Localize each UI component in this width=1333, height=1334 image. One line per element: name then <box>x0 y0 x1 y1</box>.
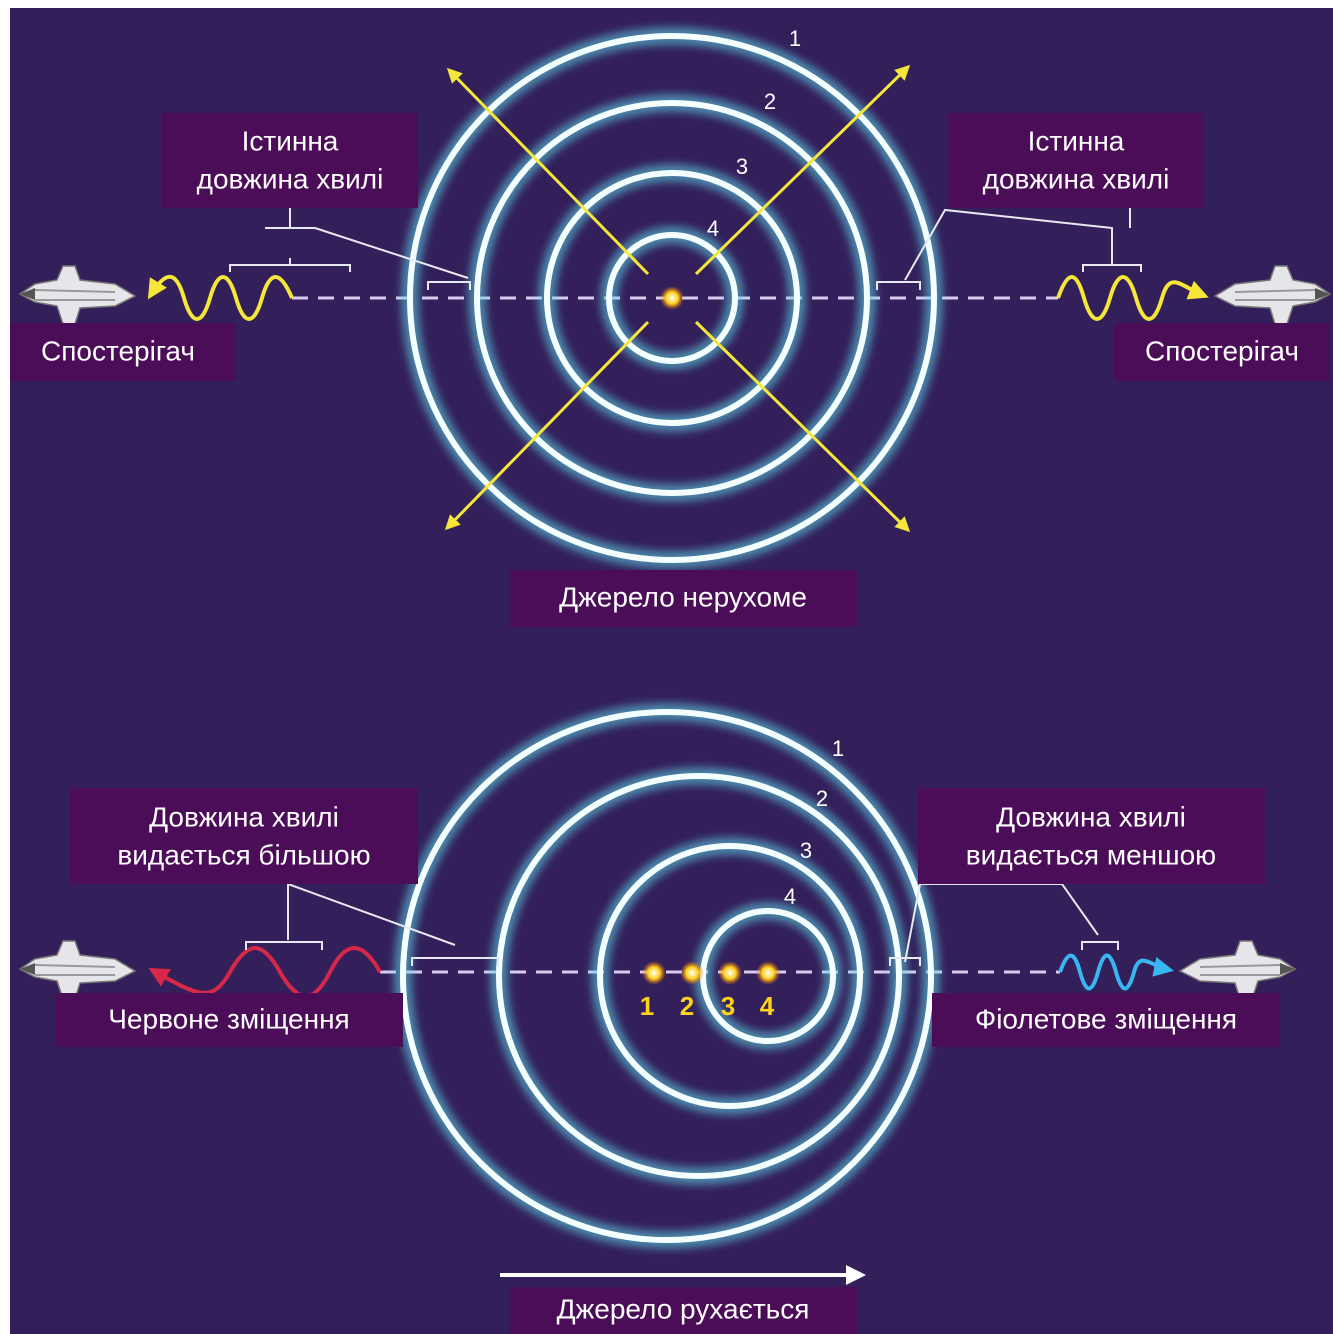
label: Спостерігач <box>1145 335 1299 366</box>
label-box <box>162 113 418 208</box>
bottom-panel: 1 2 3 4 1 2 3 4 Довжина хвилі видається … <box>19 703 1296 1334</box>
caption: Джерело рухається <box>557 1293 810 1324</box>
caption: Джерело нерухоме <box>559 581 807 612</box>
label: Спостерігач <box>41 335 195 366</box>
source <box>660 286 684 310</box>
label-box <box>509 1287 857 1334</box>
rings <box>401 27 943 569</box>
ring-label: 4 <box>707 216 719 241</box>
label: видається більшою <box>117 839 370 870</box>
sources <box>642 961 780 985</box>
source-label: 2 <box>680 991 694 1021</box>
source-label: 3 <box>721 991 735 1021</box>
ring-label: 2 <box>816 786 828 811</box>
ring-label: 3 <box>800 838 812 863</box>
label-box <box>509 570 857 627</box>
label: довжина хвилі <box>983 163 1170 194</box>
label: Істинна <box>1028 125 1125 156</box>
source-label: 1 <box>640 991 654 1021</box>
bracket <box>889 883 1119 966</box>
ring-label: 1 <box>832 736 844 761</box>
label: довжина хвилі <box>197 163 384 194</box>
ring-label: 2 <box>764 89 776 114</box>
label: Довжина хвилі <box>996 801 1186 832</box>
top-panel: 1 2 3 4 Істинна довжина хвилі Істинна до… <box>10 26 1331 627</box>
bracket <box>229 208 471 290</box>
label-box <box>932 993 1280 1047</box>
ring-label: 4 <box>784 884 796 909</box>
ring-label: 1 <box>789 26 801 51</box>
bracket <box>876 208 1142 290</box>
label: видається меншою <box>966 839 1216 870</box>
label-box <box>948 113 1204 208</box>
label: Істинна <box>242 125 339 156</box>
label-box <box>70 788 418 884</box>
bracket <box>245 883 499 966</box>
wave <box>147 274 294 321</box>
label: Довжина хвилі <box>149 801 339 832</box>
wave <box>1056 275 1209 321</box>
arrows <box>444 64 911 533</box>
label: Червоне зміщення <box>108 1003 349 1034</box>
source-label: 4 <box>760 991 775 1021</box>
ring-label: 3 <box>736 154 748 179</box>
label-box <box>55 993 403 1047</box>
label-box <box>1114 323 1330 381</box>
label-box <box>10 323 236 381</box>
wave <box>1058 953 1174 991</box>
label-box <box>918 788 1265 884</box>
label: Фіолетове зміщення <box>975 1003 1237 1034</box>
wave <box>148 946 382 998</box>
